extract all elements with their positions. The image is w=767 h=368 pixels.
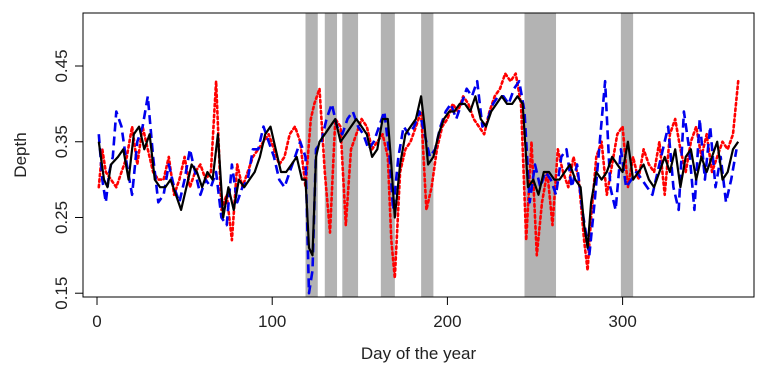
shaded-interval-7: [620, 13, 634, 297]
y-axis: 0.15 0.25 0.35 0.45: [52, 49, 84, 310]
x-tick-label: 300: [608, 312, 636, 331]
x-tick-label: 200: [433, 312, 461, 331]
shaded-interval-2: [324, 13, 338, 297]
x-axis-label: Day of the year: [361, 344, 477, 363]
series-lines: [97, 72, 740, 295]
x-axis: 0 100 200 300: [92, 296, 637, 331]
y-tick-label: 0.35: [52, 125, 71, 158]
series-line-dotted: [97, 72, 740, 280]
y-tick-label: 0.45: [52, 49, 71, 82]
y-tick-label: 0.15: [52, 277, 71, 310]
y-axis-label: Depth: [11, 132, 30, 177]
shaded-interval-6: [524, 13, 557, 297]
x-tick-label: 0: [92, 312, 101, 331]
series-line-solid: [97, 95, 740, 257]
x-tick-label: 100: [258, 312, 286, 331]
shaded-intervals: [305, 13, 634, 297]
y-tick-label: 0.25: [52, 201, 71, 234]
plot-frame: [82, 12, 755, 298]
